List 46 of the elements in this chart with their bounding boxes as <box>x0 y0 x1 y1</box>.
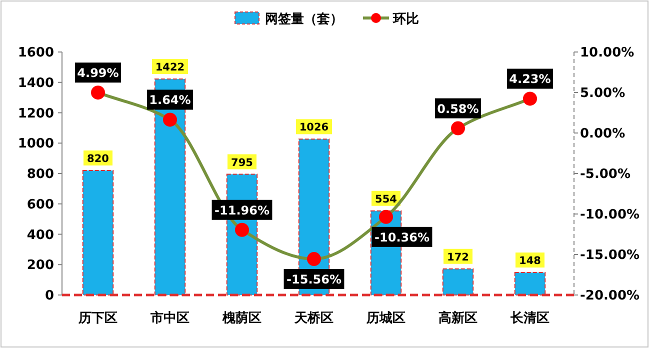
y-tick-label: 800 <box>26 167 54 182</box>
data-label: 795 <box>231 156 253 169</box>
y-tick-label: 0 <box>44 288 54 304</box>
y-tick-label: 1400 <box>18 76 54 91</box>
point <box>451 121 465 136</box>
data-label: 4.99% <box>77 66 119 80</box>
y-tick-label: 1000 <box>18 136 54 152</box>
point <box>235 222 249 237</box>
legend-label: 网签量（套） <box>265 12 343 27</box>
data-label: 0.58% <box>437 102 479 116</box>
y-tick-label: 600 <box>26 197 54 212</box>
x-tick-label: 高新区 <box>438 310 478 326</box>
y2-tick-label: 10.00% <box>580 46 634 60</box>
point <box>163 112 177 127</box>
y2-tick-label: -5.00% <box>580 167 630 182</box>
data-label: 172 <box>447 251 469 264</box>
x-tick-label: 历下区 <box>78 311 118 326</box>
point <box>307 252 321 266</box>
data-label: -10.36% <box>374 230 430 244</box>
data-label: -15.56% <box>286 272 342 287</box>
y2-tick-label: -10.00% <box>580 208 640 222</box>
y-tick-label: 1600 <box>18 46 54 60</box>
y-tick-label: 200 <box>26 258 54 274</box>
x-tick-label: 天桥区 <box>294 311 334 326</box>
data-label: 1422 <box>155 62 185 74</box>
data-label: 1026 <box>299 122 329 134</box>
data-label: 820 <box>87 152 109 165</box>
point <box>91 86 105 100</box>
y2-tick-label: -20.00% <box>580 288 640 304</box>
point <box>379 210 393 224</box>
y-tick-label: 400 <box>26 228 54 243</box>
data-label: -11.96% <box>214 203 270 218</box>
y2-tick-label: 0.00% <box>580 126 626 142</box>
data-label: 1.64% <box>149 93 191 108</box>
x-tick-label: 长清区 <box>510 311 550 326</box>
y2-tick-label: 5.00% <box>580 86 626 101</box>
point <box>523 92 537 106</box>
data-label: 4.23% <box>509 72 551 86</box>
x-tick-label: 市中区 <box>150 310 190 326</box>
x-tick-label: 历城区 <box>366 311 406 326</box>
x-tick-label: 槐荫区 <box>222 310 262 326</box>
y2-tick-label: -15.00% <box>580 248 640 263</box>
data-label: 148 <box>519 255 541 268</box>
data-label: 554 <box>375 193 397 206</box>
y-tick-label: 1200 <box>18 106 54 122</box>
legend-label: 环比 <box>392 12 419 27</box>
